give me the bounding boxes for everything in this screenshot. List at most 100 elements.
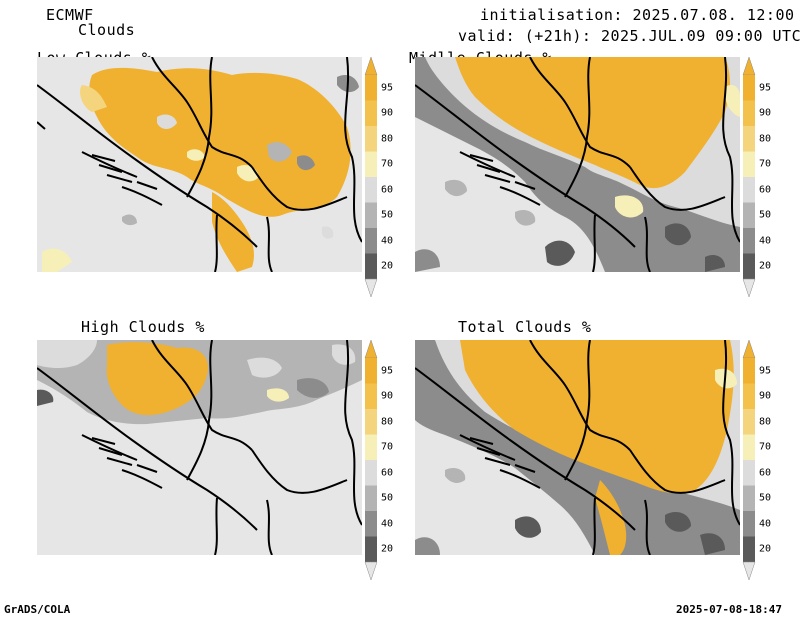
colorbar-segment	[743, 75, 755, 101]
colorbar-tick-label: 20	[381, 543, 394, 555]
footer-timestamp: 2025-07-08-18:47	[676, 603, 782, 616]
colorbar-segment	[743, 511, 755, 537]
initialisation-time: initialisation: 2025.07.08. 12:00 UTC	[480, 6, 800, 24]
colorbar-segment	[365, 75, 377, 101]
colorbar-bottom-arrow	[364, 278, 378, 298]
colorbar-tick-label: 40	[759, 235, 772, 247]
colorbar-tick-label: 40	[381, 235, 394, 247]
footer-credit: GrADS/COLA	[4, 603, 71, 616]
colorbar-segment	[365, 202, 377, 228]
colorbar-tick-label: 95	[759, 365, 772, 377]
colorbar-low: 95 90 80 70 60 50 40 20	[364, 56, 393, 298]
borders-low	[37, 57, 362, 272]
cloud-fill-total	[415, 340, 740, 555]
colorbar-tick-label: 80	[381, 133, 394, 145]
cloud-fill-low	[42, 67, 359, 272]
colorbar-tick-label: 95	[759, 82, 772, 94]
colorbar-bottom-arrow	[742, 278, 756, 298]
colorbar-tick-label: 40	[381, 518, 394, 530]
colorbar-tick-label: 80	[759, 133, 772, 145]
valid-time: valid: (+21h): 2025.JUL.09 09:00 UTC	[458, 27, 800, 45]
cloud-fill-middle	[415, 57, 740, 272]
colorbar-tick-label: 70	[381, 441, 394, 453]
colorbar-tick-label: 80	[759, 416, 772, 428]
colorbar-segment	[743, 536, 755, 562]
map-middle-clouds	[415, 57, 740, 272]
colorbar-segment	[365, 383, 377, 409]
colorbar-tick-label: 60	[381, 184, 394, 196]
colorbar-tick-label: 90	[759, 107, 772, 119]
colorbar-top-arrow	[742, 56, 756, 76]
colorbar-segment	[365, 485, 377, 511]
colorbar-segment	[743, 100, 755, 126]
colorbar-segment	[743, 177, 755, 203]
islands-middle	[469, 154, 536, 190]
colorbar-tick-label: 50	[381, 209, 394, 221]
model-name: ECMWF	[46, 6, 94, 24]
colorbar-tick-label: 50	[759, 492, 772, 504]
colorbar-segment	[743, 228, 755, 254]
colorbar-tick-label: 20	[759, 260, 772, 272]
colorbar-segment	[365, 228, 377, 254]
colorbar-segment	[365, 100, 377, 126]
colorbar-tick-label: 60	[381, 467, 394, 479]
borders-high	[37, 340, 362, 555]
colorbar-segment	[365, 151, 377, 177]
colorbar-segment	[365, 358, 377, 384]
borders-total	[415, 340, 740, 555]
colorbar-tick-label: 90	[381, 390, 394, 402]
map-high-clouds	[37, 340, 362, 555]
colorbar-tick-label: 60	[759, 184, 772, 196]
colorbar-top-arrow	[742, 339, 756, 359]
panel-title-total: Total Clouds %	[458, 318, 592, 336]
colorbar-tick-label: 70	[759, 158, 772, 170]
colorbar-tick-label: 50	[759, 209, 772, 221]
colorbar-segment	[365, 177, 377, 203]
islands-high	[91, 437, 158, 473]
colorbar-segment	[743, 383, 755, 409]
colorbar-bottom-arrow	[742, 561, 756, 581]
colorbar-segment	[743, 202, 755, 228]
colorbar-high: 95 90 80 70 60 50 40 20	[364, 339, 393, 581]
colorbar-segment	[743, 151, 755, 177]
colorbar-segment	[365, 126, 377, 152]
colorbar-tick-label: 70	[381, 158, 394, 170]
colorbar-segment	[743, 358, 755, 384]
colorbar-tick-label: 90	[381, 107, 394, 119]
colorbar-middle: 95 90 80 70 60 50 40 20	[742, 56, 771, 298]
colorbar-tick-label: 95	[381, 365, 394, 377]
colorbar-tick-label: 95	[381, 82, 394, 94]
map-total-clouds	[415, 340, 740, 555]
colorbar-segment	[743, 126, 755, 152]
panel-title-high: High Clouds %	[81, 318, 205, 336]
colorbar-segment	[743, 434, 755, 460]
islands-total	[469, 437, 536, 473]
colorbar-tick-label: 20	[381, 260, 394, 272]
colorbar-segment	[365, 460, 377, 486]
cloud-fill-high	[37, 340, 362, 425]
colorbar-top-arrow	[364, 339, 378, 359]
borders-middle	[415, 57, 740, 272]
colorbar-tick-label: 50	[381, 492, 394, 504]
colorbar-segment	[365, 511, 377, 537]
colorbar-tick-label: 20	[759, 543, 772, 555]
colorbar-tick-label: 90	[759, 390, 772, 402]
colorbar-total: 95 90 80 70 60 50 40 20	[742, 339, 771, 581]
colorbar-segment	[743, 485, 755, 511]
colorbar-tick-label: 70	[759, 441, 772, 453]
colorbar-segment	[743, 253, 755, 279]
colorbar-segment	[743, 409, 755, 435]
colorbar-tick-label: 40	[759, 518, 772, 530]
colorbar-segment	[365, 253, 377, 279]
colorbar-tick-label: 60	[759, 467, 772, 479]
colorbar-segment	[365, 536, 377, 562]
islands-low	[91, 154, 158, 190]
colorbar-segment	[365, 409, 377, 435]
colorbar-bottom-arrow	[364, 561, 378, 581]
colorbar-top-arrow	[364, 56, 378, 76]
colorbar-segment	[743, 460, 755, 486]
colorbar-tick-label: 80	[381, 416, 394, 428]
product-name: Clouds	[78, 21, 136, 39]
map-low-clouds	[37, 57, 362, 272]
colorbar-segment	[365, 434, 377, 460]
